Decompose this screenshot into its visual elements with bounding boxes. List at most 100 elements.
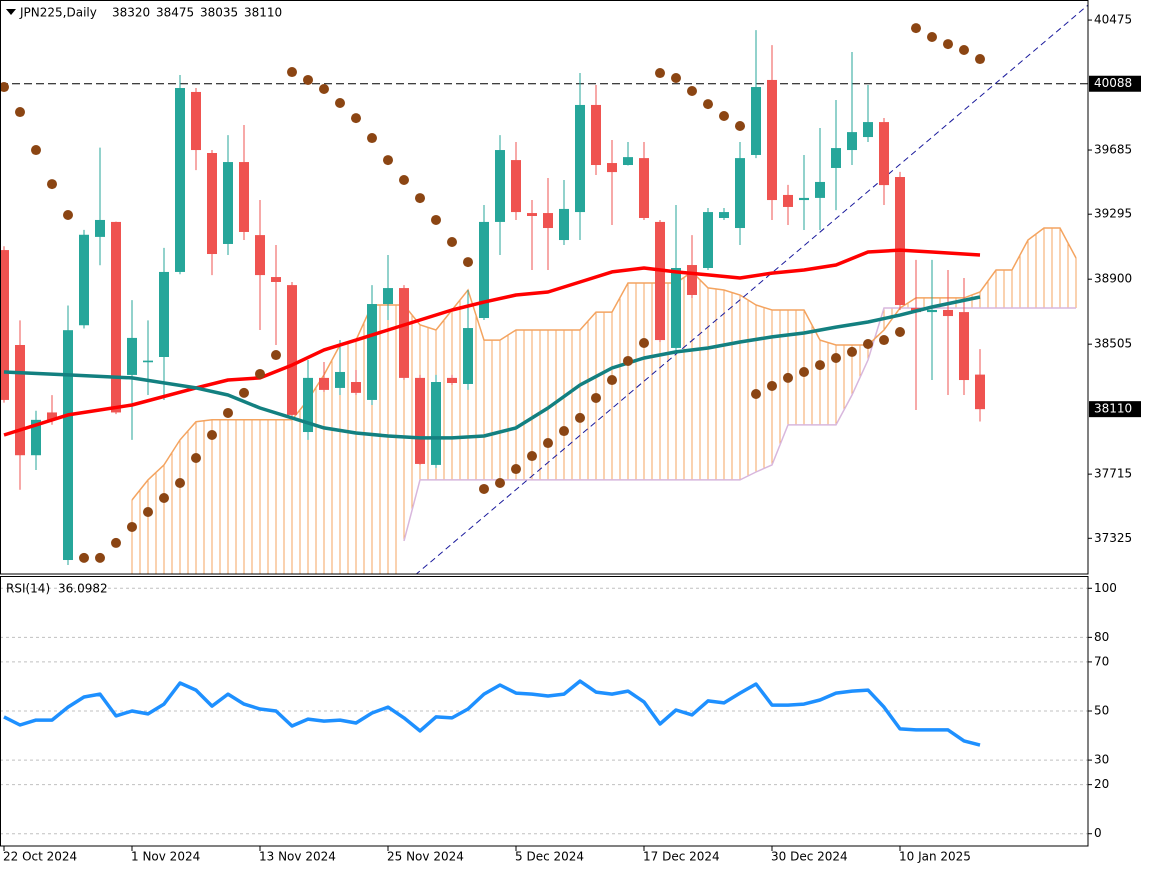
- candle-body: [367, 304, 377, 400]
- candle-body: [319, 377, 329, 390]
- moving-average: [3, 248, 981, 437]
- sar-dot: [799, 366, 809, 377]
- sar-dot: [911, 23, 921, 34]
- trendline: [415, 4, 1088, 574]
- candle-body: [191, 91, 201, 151]
- ohlc-low: 38035: [200, 6, 238, 20]
- sar-dot: [223, 407, 233, 418]
- sar-dot: [159, 492, 169, 503]
- sar-dot: [31, 145, 41, 156]
- candle-body: [79, 234, 89, 326]
- sar-dot: [895, 326, 905, 337]
- sar-dot: [767, 380, 777, 391]
- sar-dot: [303, 74, 313, 85]
- candle-body: [351, 382, 361, 393]
- sar-dot: [143, 506, 153, 517]
- rsi-title: RSI(14): [6, 582, 50, 596]
- ohlc-open: 38320: [112, 6, 150, 20]
- candle-body: [783, 194, 793, 207]
- rsi-line: [3, 679, 981, 747]
- price-panel: [0, 4, 1088, 574]
- candle-body: [239, 162, 249, 232]
- sar-dot: [479, 483, 489, 494]
- candle-body: [527, 213, 537, 217]
- candle-body: [383, 288, 393, 305]
- sar-dot: [943, 39, 953, 50]
- sar-dot: [127, 521, 137, 532]
- x-tick-label: 25 Nov 2024: [387, 850, 464, 864]
- rsi-panel: [0, 587, 1088, 835]
- y-tick-label: 70: [1094, 654, 1109, 668]
- y-tick-label: 37325: [1094, 531, 1132, 545]
- sar-dot: [511, 464, 521, 475]
- y-tick-label: 30: [1094, 753, 1109, 767]
- sar-dot: [591, 392, 601, 403]
- candle-body: [799, 197, 809, 201]
- ohlc-high: 38475: [156, 6, 194, 20]
- candle-body: [831, 148, 841, 168]
- sar-dot: [495, 478, 505, 489]
- cloud-span-a: [131, 227, 1077, 501]
- sar-dot: [287, 67, 297, 78]
- ohlc-close: 38110: [244, 6, 282, 20]
- candle-body: [63, 330, 73, 561]
- candle-body: [959, 312, 969, 381]
- y-tick-label: 39685: [1094, 143, 1132, 157]
- candle-body: [687, 265, 697, 295]
- sar-dot: [831, 352, 841, 363]
- sar-dot: [15, 107, 25, 118]
- candle-body: [95, 219, 105, 237]
- sar-dot: [783, 372, 793, 383]
- candle-body: [575, 104, 585, 213]
- sar-dot: [687, 85, 697, 96]
- axes: 40475 39685 39295 38900 38505 37715 37325 40088…: [3, 13, 1141, 864]
- sar-dot: [111, 537, 121, 548]
- sar-dot: [367, 133, 377, 144]
- sar-dot: [351, 113, 361, 124]
- level-label-box: [1089, 75, 1141, 92]
- x-tick-label: 10 Jan 2025: [899, 850, 971, 864]
- candle-body: [639, 158, 649, 218]
- chart-title: JPN225,Daily: [19, 6, 97, 20]
- sar-dot: [735, 121, 745, 132]
- candle-body: [111, 221, 121, 413]
- x-tick-label: 30 Dec 2024: [771, 850, 848, 864]
- sar-dot: [863, 339, 873, 350]
- menu-triangle[interactable]: [6, 9, 16, 15]
- candle-body: [623, 157, 633, 166]
- sar-dot: [0, 82, 9, 93]
- sar-dot: [607, 375, 617, 386]
- candle-body: [591, 104, 601, 166]
- last-price-label-box: [1089, 401, 1141, 418]
- sar-dot: [191, 453, 201, 464]
- candle-body: [143, 360, 153, 363]
- candle-body: [703, 212, 713, 268]
- y-tick-label: 38505: [1094, 337, 1132, 351]
- y-tick-label: 39295: [1094, 207, 1132, 221]
- sar-dot: [383, 155, 393, 166]
- candle-body: [463, 328, 473, 384]
- candle-body: [943, 309, 953, 317]
- y-tick-label: 100: [1094, 581, 1117, 595]
- candle-body: [399, 288, 409, 378]
- sar-dot: [47, 179, 57, 190]
- sar-dot: [527, 451, 537, 462]
- candle-body: [47, 412, 57, 420]
- sar-dot: [671, 72, 681, 83]
- sar-dot: [623, 355, 633, 366]
- candle-body: [975, 374, 985, 410]
- y-tick-label: 37715: [1094, 467, 1132, 481]
- candle-body: [815, 181, 825, 198]
- sar-dot: [95, 552, 105, 563]
- sar-dot: [207, 429, 217, 440]
- y-tick-label: 38900: [1094, 272, 1132, 286]
- candle-body: [735, 158, 745, 229]
- candle-body: [31, 419, 41, 456]
- sar-dot: [559, 426, 569, 437]
- candle-body: [879, 122, 889, 186]
- candle-body: [303, 377, 313, 433]
- sar-dot: [175, 478, 185, 489]
- sar-dot: [319, 84, 329, 95]
- candle-body: [207, 153, 217, 255]
- candle-body: [767, 79, 777, 201]
